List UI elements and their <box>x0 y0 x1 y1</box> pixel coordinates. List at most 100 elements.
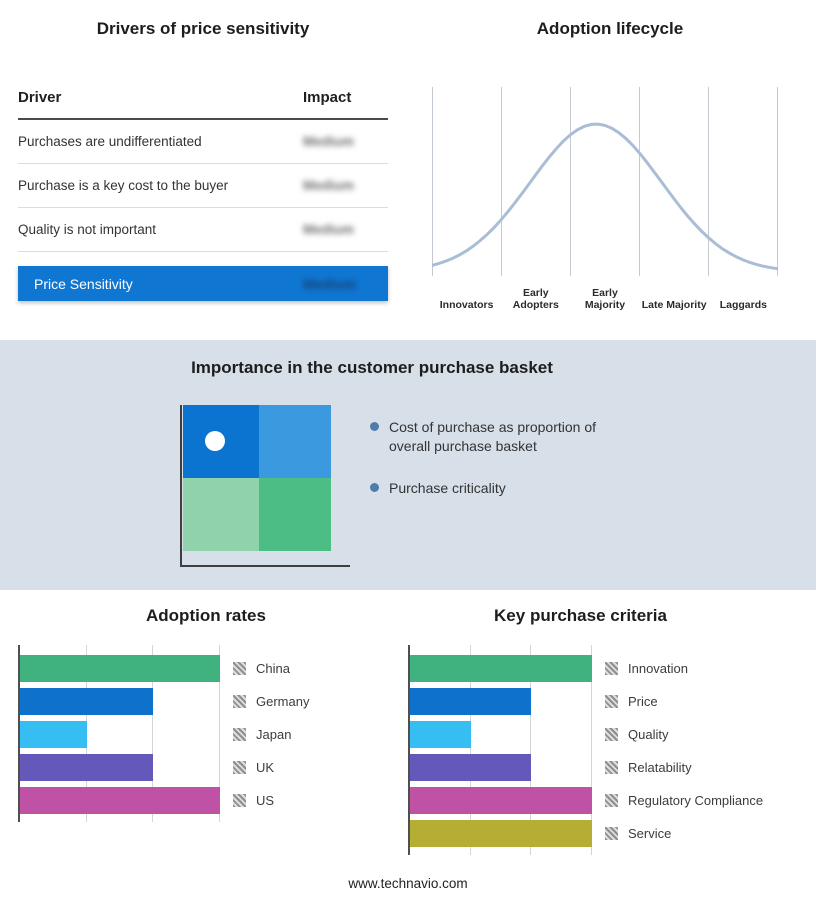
lifecycle-labels: Innovators Early Adopters Early Majority La… <box>432 284 778 312</box>
table-row: Quality is not important Medium <box>18 208 388 252</box>
bar-regulatory-compliance <box>410 787 592 814</box>
table-row: Purchase is a key cost to the buyer Medi… <box>18 164 388 208</box>
legend-label: Price <box>628 694 658 709</box>
legend-item-innovation: Innovation <box>605 655 763 682</box>
legend-label: Relatability <box>628 760 692 775</box>
driver-cell: Quality is not important <box>18 222 157 237</box>
adoption-rates-plot <box>18 645 220 822</box>
legend-item-regulatory-compliance: Regulatory Compliance <box>605 787 763 814</box>
drivers-of-price-sensitivity-section: Drivers of price sensitivity Driver Impa… <box>18 10 388 301</box>
lifecycle-plot <box>430 85 780 278</box>
legend-label: Quality <box>628 727 669 742</box>
gridline <box>530 645 532 855</box>
impact-cell: Medium <box>303 134 355 149</box>
legend-item-us: US <box>233 787 309 814</box>
bar-japan <box>20 721 87 748</box>
legend-label: Innovation <box>628 661 688 676</box>
legend-swatch-icon <box>605 728 618 741</box>
legend-label: Service <box>628 826 672 841</box>
driver-column-header: Driver <box>18 89 62 106</box>
legend-label: UK <box>256 760 275 775</box>
adoption-lifecycle-title: Adoption lifecycle <box>536 19 684 38</box>
list-item: Cost of purchase as proportion of overal… <box>370 418 625 457</box>
quadrant-y-axis <box>180 405 182 567</box>
legend-item-china: China <box>233 655 309 682</box>
legend-item-germany: Germany <box>233 688 309 715</box>
purchase-basket-title: Importance in the customer purchase bask… <box>191 358 553 377</box>
quadrant-top-right <box>259 405 331 478</box>
quadrant-grid <box>183 405 331 551</box>
drivers-table: Driver Impact Purchases are undifferenti… <box>18 89 388 301</box>
list-item: Purchase criticality <box>370 479 625 498</box>
key-purchase-criteria-legend: Innovation Price Quality Relatability Regula… <box>605 645 763 853</box>
bullet-icon <box>370 422 379 431</box>
impact-cell: Medium <box>303 178 355 193</box>
quadrant-x-axis <box>180 565 350 567</box>
legend-item-relatability: Relatability <box>605 754 763 781</box>
legend-label: Germany <box>256 694 310 709</box>
quadrant-marker-dot <box>205 431 225 451</box>
gridline <box>469 645 471 855</box>
adoption-rates-chart: China Germany Japan UK US <box>18 645 309 822</box>
legend-label: Japan <box>256 727 292 742</box>
lifecycle-category-early-majority: Early Majority <box>584 286 626 312</box>
driver-cell: Purchase is a key cost to the buyer <box>18 178 229 193</box>
gridline <box>591 645 592 855</box>
basket-bullet-list: Cost of purchase as proportion of overal… <box>370 418 625 520</box>
bar-relatability <box>410 754 532 781</box>
bar-price <box>410 688 532 715</box>
quadrant-bottom-left <box>183 478 259 551</box>
table-row: Purchases are undifferentiated Medium <box>18 120 388 164</box>
bullet-text: Cost of purchase as proportion of overal… <box>389 419 597 455</box>
impact-cell: Medium <box>303 275 356 292</box>
drivers-section-title: Drivers of price sensitivity <box>96 19 310 38</box>
bar-china <box>20 655 220 682</box>
adoption-rates-title: Adoption rates <box>146 606 266 625</box>
quadrant-graphic <box>180 405 360 575</box>
impact-cell: Medium <box>303 222 355 237</box>
lifecycle-category-late-majority: Late Majority <box>641 299 707 312</box>
lifecycle-category-innovators: Innovators <box>439 299 494 312</box>
key-purchase-criteria-chart: Innovation Price Quality Relatability Regula… <box>408 645 763 855</box>
lifecycle-category-early-adopters: Early Adopters <box>512 286 559 312</box>
bar-germany <box>20 688 154 715</box>
bar-uk <box>20 754 154 781</box>
legend-item-service: Service <box>605 820 763 847</box>
adoption-lifecycle-chart: Innovators Early Adopters Early Majority La… <box>430 85 780 312</box>
driver-cell: Purchases are undifferentiated <box>18 134 202 149</box>
legend-item-quality: Quality <box>605 721 763 748</box>
gridline <box>152 645 154 822</box>
key-purchase-criteria-title: Key purchase criteria <box>494 606 667 625</box>
legend-swatch-icon <box>233 695 246 708</box>
legend-swatch-icon <box>233 728 246 741</box>
footer-url: www.technavio.com <box>348 876 468 891</box>
bar-innovation <box>410 655 592 682</box>
driver-cell: Price Sensitivity <box>34 275 133 292</box>
legend-label: Regulatory Compliance <box>628 793 764 808</box>
key-purchase-criteria-plot <box>408 645 592 855</box>
legend-swatch-icon <box>605 761 618 774</box>
price-sensitivity-highlight-row: Price Sensitivity Medium <box>18 266 388 301</box>
bar-us <box>20 787 220 814</box>
legend-swatch-icon <box>233 761 246 774</box>
legend-swatch-icon <box>233 794 246 807</box>
table-header-row: Driver Impact <box>18 89 388 120</box>
legend-label: US <box>256 793 275 808</box>
adoption-rates-legend: China Germany Japan UK US <box>233 645 309 820</box>
legend-label: China <box>256 661 290 676</box>
bullet-icon <box>370 482 379 492</box>
gridline <box>219 645 220 822</box>
legend-item-price: Price <box>605 688 763 715</box>
legend-swatch-icon <box>605 794 618 807</box>
purchase-basket-section: Importance in the customer purchase bask… <box>0 340 816 590</box>
quadrant-bottom-right <box>259 478 331 551</box>
bar-service <box>410 820 592 847</box>
impact-column-header: Impact <box>303 89 352 106</box>
legend-swatch-icon <box>605 827 618 840</box>
legend-swatch-icon <box>233 662 246 675</box>
lifecycle-category-laggards: Laggards <box>719 299 767 312</box>
bar-quality <box>410 721 471 748</box>
legend-swatch-icon <box>605 695 618 708</box>
legend-item-uk: UK <box>233 754 309 781</box>
